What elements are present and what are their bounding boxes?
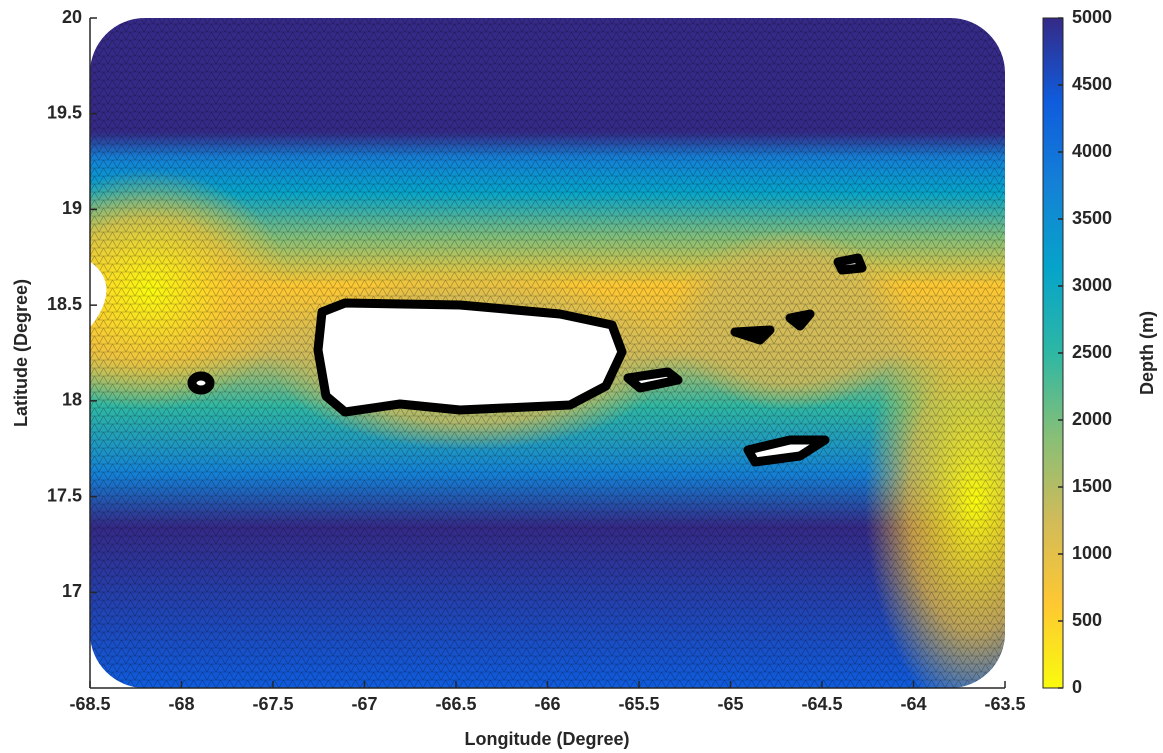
x-tick-label: -64 — [900, 694, 926, 714]
island — [318, 303, 622, 412]
y-tick-label: 19.5 — [47, 102, 82, 122]
x-tick-label: -66 — [534, 694, 560, 714]
island — [628, 372, 678, 388]
map-figure: Longitude (Degree) Latitude (Degree) Dep… — [0, 0, 1163, 753]
island — [192, 376, 210, 390]
colorbar-tick-label: 2000 — [1072, 409, 1112, 429]
y-axis-label: Latitude (Degree) — [11, 279, 31, 427]
y-tick-label: 18 — [62, 390, 82, 410]
x-tick-label: -67.5 — [252, 694, 293, 714]
x-tick-label: -68.5 — [69, 694, 110, 714]
colorbar-tick-label: 2500 — [1072, 342, 1112, 362]
colorbar-tick-label: 1000 — [1072, 543, 1112, 563]
colorbar-label: Depth (m) — [1137, 311, 1157, 395]
colorbar-tick-label: 3500 — [1072, 208, 1112, 228]
colorbar-tick-label: 0 — [1072, 677, 1082, 697]
colorbar-tick-label: 4500 — [1072, 74, 1112, 94]
colorbar-tick-label: 1500 — [1072, 476, 1112, 496]
x-tick-label: -63.5 — [984, 694, 1025, 714]
island — [790, 314, 810, 326]
colorbar-tick-label: 500 — [1072, 610, 1102, 630]
island — [838, 258, 862, 270]
x-tick-label: -65.5 — [618, 694, 659, 714]
y-tick-label: 20 — [62, 7, 82, 27]
y-tick-label: 18.5 — [47, 294, 82, 314]
colorbar-tick-label: 4000 — [1072, 141, 1112, 161]
x-tick-label: -68 — [168, 694, 194, 714]
colorbar-tick-label: 3000 — [1072, 275, 1112, 295]
x-axis-label: Longitude (Degree) — [465, 729, 630, 749]
y-tick-label: 17 — [62, 581, 82, 601]
y-tick-label: 19 — [62, 198, 82, 218]
x-tick-label: -64.5 — [801, 694, 842, 714]
y-tick-label: 17.5 — [47, 485, 82, 505]
x-tick-label: -65 — [717, 694, 743, 714]
colorbar-tick-label: 5000 — [1072, 7, 1112, 27]
x-tick-label: -67 — [351, 694, 377, 714]
x-tick-label: -66.5 — [435, 694, 476, 714]
